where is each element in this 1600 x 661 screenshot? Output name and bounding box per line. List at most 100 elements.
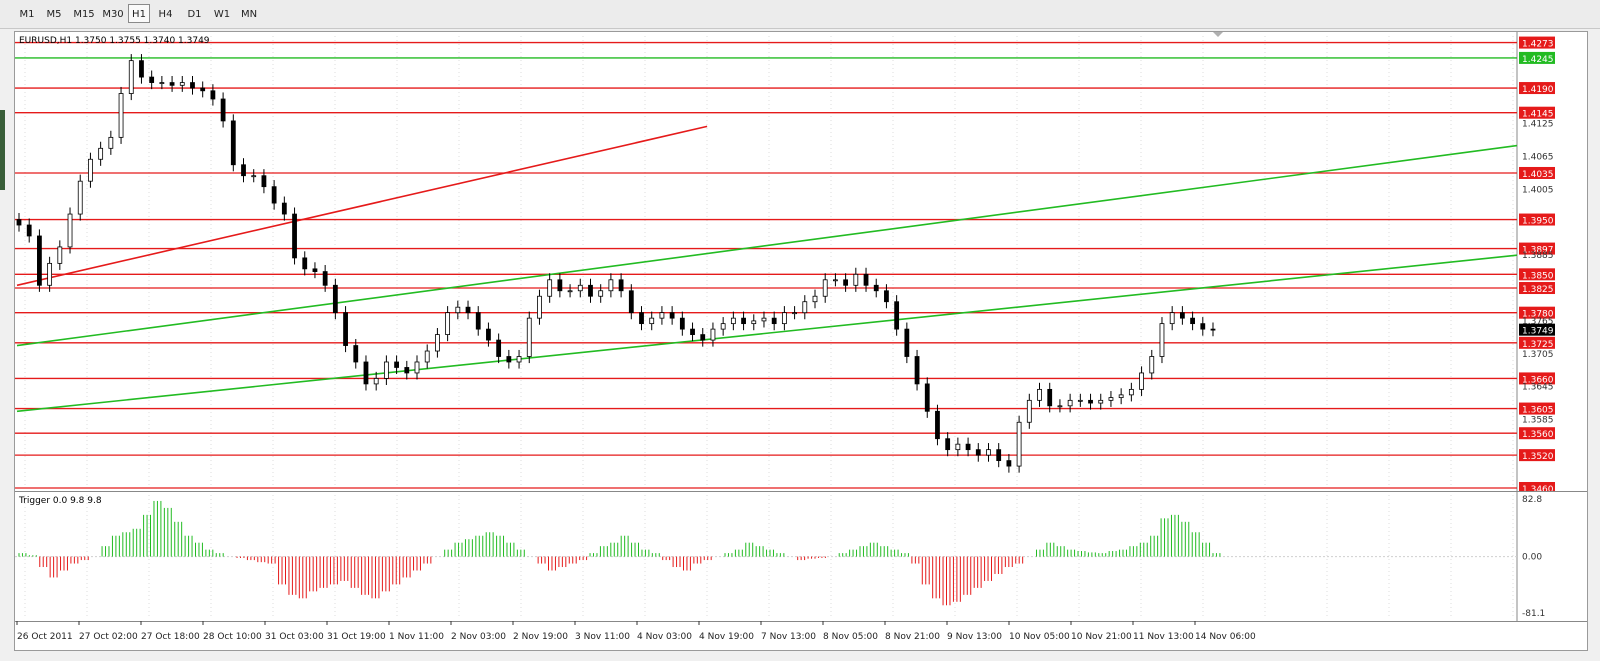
candle-body [251, 175, 257, 178]
level-price-tag [1519, 268, 1555, 281]
candle-body [220, 98, 226, 122]
candle-body [1128, 388, 1134, 396]
time-axis-label: 8 Nov 05:00 [823, 632, 878, 642]
timeframe-button-m5[interactable]: M5 [46, 9, 62, 20]
candle-body [914, 356, 920, 385]
candle-body [149, 76, 155, 83]
time-axis-label: 2 Nov 19:00 [513, 632, 568, 642]
level-price-label: 1.3660 [1522, 375, 1554, 385]
candle-body [414, 361, 420, 374]
candle-body [383, 361, 389, 379]
level-price-tag [1519, 106, 1555, 119]
candle-body [1200, 323, 1206, 330]
timeframe-button-mn[interactable]: MN [240, 9, 258, 20]
candle-body [853, 273, 859, 286]
candle-body [108, 136, 114, 149]
time-axis-label: 1 Nov 11:00 [389, 632, 444, 642]
candle-body [475, 312, 481, 330]
candle-body [618, 279, 624, 292]
timeframe-button-h4[interactable]: H4 [158, 9, 173, 20]
time-axis-label: 8 Nov 21:00 [885, 632, 940, 642]
price-chart[interactable]: 1.4273 1.4245 1.4190 1.4145 1.4035 1.3950 1.38… [15, 32, 1587, 491]
time-axis-label: 31 Oct 19:00 [327, 632, 386, 642]
chart-shift-marker [1213, 32, 1223, 37]
plot-background [15, 32, 1587, 491]
candle-body [659, 312, 665, 319]
candle-body [37, 235, 42, 286]
candle-body [547, 279, 553, 297]
time-axis-label: 28 Oct 10:00 [203, 632, 262, 642]
time-axis-background [15, 621, 1587, 650]
candle-body [373, 378, 379, 385]
candle-body [577, 284, 583, 292]
candle-body [679, 317, 685, 330]
candle-body [863, 273, 869, 286]
candle-body [833, 279, 838, 282]
candle-body [843, 279, 849, 286]
indicator-background [15, 491, 1587, 621]
timeframe-button-h1[interactable]: H1 [128, 4, 150, 23]
time-axis: 26 Oct 2011 27 Oct 02:00 27 Oct 18:00 28 Oc… [15, 621, 1587, 650]
candle-body [802, 301, 808, 314]
candle-body [1139, 372, 1144, 390]
time-axis-label: 4 Nov 03:00 [637, 632, 692, 642]
candle-body [965, 443, 971, 451]
candle-body [955, 443, 961, 451]
candle-body [230, 120, 236, 166]
level-price-tag [1519, 449, 1555, 462]
time-axis-label: 14 Nov 06:00 [1195, 632, 1256, 642]
candle-body [771, 317, 777, 325]
level-price-label: 1.4035 [1522, 170, 1554, 180]
timeframe-button-m30[interactable]: M30 [102, 9, 124, 20]
timeframe-button-w1[interactable]: W1 [213, 9, 231, 20]
time-axis-label: 9 Nov 13:00 [947, 632, 1002, 642]
candle-body [537, 295, 542, 319]
candle-body [700, 334, 706, 341]
level-price-tag [1519, 166, 1555, 179]
candle-body [281, 202, 287, 215]
candle-body [506, 356, 512, 363]
candle-body [77, 180, 83, 215]
candle-body [1210, 328, 1216, 331]
candle-body [1037, 388, 1042, 401]
level-price-label: 1.3605 [1522, 406, 1554, 416]
level-price-tag [1519, 372, 1555, 385]
level-price-label: 1.3560 [1522, 430, 1554, 440]
candle-body [1118, 394, 1124, 398]
candle-body [567, 290, 573, 293]
time-axis-label: 27 Oct 18:00 [141, 632, 200, 642]
candle-body [669, 312, 675, 319]
chart-window[interactable]: 1.4273 1.4245 1.4190 1.4145 1.4035 1.3950 1.38… [14, 31, 1588, 651]
candle-body [1098, 399, 1104, 404]
candle-body [200, 87, 206, 92]
trendline [16, 125, 708, 287]
candle-body [557, 279, 563, 292]
candle-body [792, 312, 797, 315]
indicator-scale-label: 82.8 [1522, 495, 1542, 505]
candle-body [322, 271, 328, 286]
level-price-label: 1.3850 [1522, 271, 1554, 281]
candle-body [588, 284, 593, 297]
level-price-tag [1519, 427, 1555, 440]
time-axis-label: 31 Oct 03:00 [265, 632, 324, 642]
candle-body [169, 82, 175, 86]
candle-body [1047, 388, 1053, 407]
candle-body [873, 284, 879, 292]
indicator-scale-label: 0.00 [1522, 553, 1542, 563]
price-scale-label: 1.3645 [1522, 383, 1554, 393]
candle-body [935, 410, 940, 440]
level-price-tag [1519, 213, 1555, 226]
candle-body [179, 82, 185, 86]
candle-body [924, 383, 930, 412]
candle-body [894, 301, 900, 330]
trigger-indicator-panel[interactable]: 82.8 0.00 -81.1 Trigger 0.0 9.8 9.8 [15, 491, 1587, 621]
candle-body [190, 82, 195, 89]
candle-body [1159, 323, 1165, 357]
candle-body [741, 317, 746, 325]
candle-body [608, 279, 614, 292]
candle-body [986, 449, 991, 456]
timeframe-button-m15[interactable]: M15 [73, 9, 95, 20]
timeframe-button-d1[interactable]: D1 [187, 9, 202, 20]
level-price-tag [1519, 306, 1555, 319]
timeframe-button-m1[interactable]: M1 [19, 9, 35, 20]
